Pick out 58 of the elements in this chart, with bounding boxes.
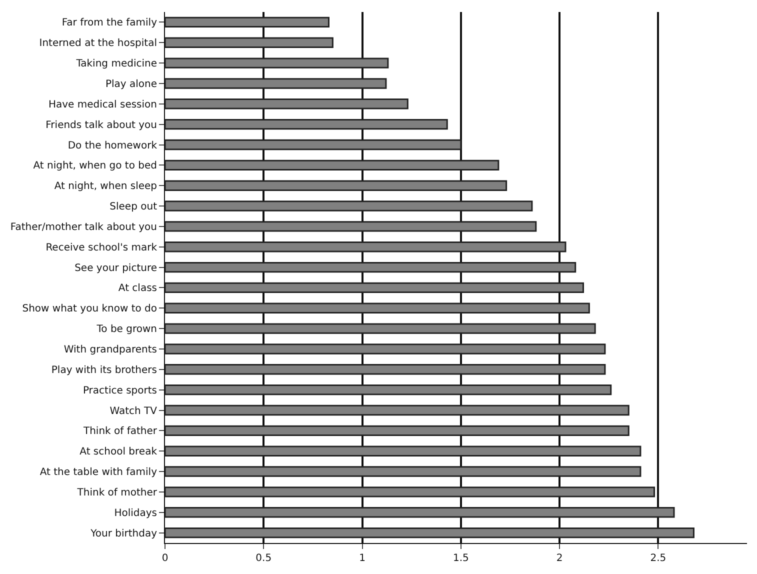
bar (165, 384, 612, 396)
bar (165, 344, 606, 354)
y-tick-label: Sleep out (110, 202, 158, 213)
y-tick-label: Show what you know to do (22, 304, 157, 315)
x-tick-label: 1 (359, 553, 366, 564)
bar (165, 37, 334, 48)
y-tick-label: Receive school's mark (46, 242, 158, 254)
y-tick-label: Watch TV (110, 406, 158, 417)
y-tick-label: Interned at the hospital (39, 38, 157, 50)
y-tick-label: Holidays (114, 508, 157, 519)
x-tick-label: 0.5 (256, 553, 272, 564)
bar (165, 282, 584, 294)
bar (165, 486, 656, 498)
bar (165, 242, 566, 252)
bar (165, 425, 630, 436)
y-tick-label: At class (118, 283, 157, 294)
y-tick-label: Play with its brothers (51, 364, 157, 376)
x-tick-label: 1.5 (452, 553, 469, 564)
bar (165, 404, 630, 416)
bar (165, 78, 387, 89)
bar (165, 364, 606, 375)
bar (165, 160, 500, 171)
bar (165, 200, 533, 212)
y-tick-label: Think of mother (76, 487, 158, 498)
y-tick-label: With grandparents (64, 344, 157, 356)
y-tick-label: At the table with family (40, 467, 158, 478)
y-tick-label: At school break (80, 446, 158, 458)
y-tick-label: At night, when go to bed (33, 160, 157, 172)
y-tick-label: Have medical session (48, 99, 157, 110)
bar (165, 180, 508, 191)
x-tick-label: 0 (162, 553, 168, 564)
y-tick-label: Think of father (82, 426, 158, 438)
x-tick-label: 2.5 (650, 553, 666, 564)
y-tick-label: Do the homework (68, 140, 158, 152)
bar (165, 302, 590, 314)
y-tick-label: Father/mother talk about you (10, 222, 157, 233)
bar (165, 262, 576, 273)
bar (165, 323, 596, 334)
bar (165, 221, 537, 232)
x-tick-label: 2 (556, 553, 563, 564)
bar (165, 98, 408, 110)
y-tick-label: See your picture (74, 262, 157, 274)
bar (165, 139, 462, 150)
bar (165, 507, 675, 518)
bar (165, 446, 642, 456)
y-tick-label: To be grown (96, 324, 157, 336)
y-tick-label: Friends talk about you (46, 120, 157, 131)
y-tick-label: At night, when sleep (54, 181, 157, 192)
bar (165, 58, 389, 68)
y-tick-label: Play alone (105, 78, 157, 90)
y-tick-label: Your birthday (90, 528, 158, 540)
bar (165, 118, 448, 130)
bar (165, 16, 330, 28)
y-tick-label: Far from the family (62, 18, 158, 29)
y-tick-label: Taking medicine (75, 58, 157, 70)
bar (165, 527, 694, 538)
y-tick-label: Practice sports (82, 385, 157, 396)
bar (165, 466, 642, 477)
